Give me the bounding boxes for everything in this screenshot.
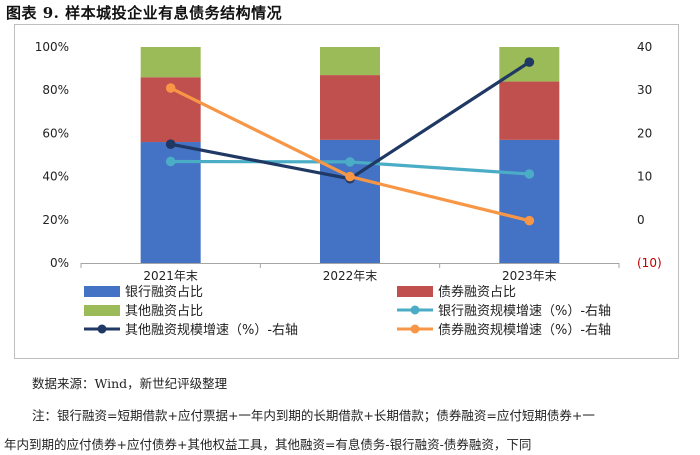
line-2-point-3 <box>524 57 535 67</box>
legend-label: 债券融资占比 <box>438 284 516 300</box>
right-axis-tick-label: 20 <box>637 126 652 140</box>
legend-label: 银行融资占比 <box>125 285 203 300</box>
legend-label: 其他融资占比 <box>125 304 203 319</box>
right-axis-tick-label: 40 <box>637 40 652 54</box>
note-line-2: 年内到期的应付债券+应付债券+其他权益工具，其他融资=有息债务-银行融资-债券融… <box>4 437 532 452</box>
x-tick-label: 2021年末 <box>143 269 198 283</box>
note-line-1: 注：银行融资=短期借款+应付票据+一年内到期的长期借款+长期借款；债券融资=应付… <box>32 408 595 423</box>
left-axis-tick-label: 80% <box>42 83 69 97</box>
right-axis-tick-label: 10 <box>637 170 652 184</box>
x-tick-label: 2023年末 <box>502 269 557 283</box>
legend-swatch <box>84 305 120 316</box>
bar-3-1 <box>140 47 201 78</box>
legend-label: 其他融资规模增速（%）-右轴 <box>125 323 298 338</box>
legend-swatch <box>84 286 120 297</box>
bar-1-3 <box>499 139 560 263</box>
line-3-point-3 <box>524 215 535 226</box>
line-1-point-3 <box>524 169 535 179</box>
legend-marker <box>410 324 420 334</box>
combo-chart: 0% 20% 40% 60% 80% 100% (10) 0 10 20 30 40 2021年末 202… <box>14 24 679 359</box>
legend-swatch <box>397 286 433 297</box>
legend-marker <box>97 324 107 334</box>
x-tick-label: 2022年末 <box>323 269 378 283</box>
left-axis-tick-label: 0% <box>50 256 69 270</box>
chart-container: 0% 20% 40% 60% 80% 100% (10) 0 10 20 30 40 2021年末 202… <box>14 24 679 359</box>
legend-label: 银行融资规模增速（%）-右轴 <box>438 304 611 319</box>
right-axis-tick-label: 30 <box>637 83 652 97</box>
figure-title: 图表 9. 样本城投企业有息债务结构情况 <box>6 4 283 22</box>
line-3-point-2 <box>345 171 355 182</box>
left-axis-tick-label: 100% <box>35 40 69 54</box>
left-axis-tick-label: 40% <box>42 170 69 184</box>
right-axis-tick-label: 0 <box>637 213 645 227</box>
line-2-point-1 <box>165 139 176 149</box>
bar-3-2 <box>320 47 380 76</box>
bar-2-2 <box>320 75 380 140</box>
line-1-point-1 <box>165 156 176 167</box>
bar-2-3 <box>499 81 560 140</box>
line-1-point-2 <box>345 157 355 167</box>
left-axis-tick-label: 60% <box>42 126 69 140</box>
line-3-point-1 <box>165 83 176 93</box>
right-axis-tick-label: (10) <box>637 256 662 270</box>
data-source: 数据来源：Wind，新世纪评级整理 <box>32 376 228 391</box>
legend-label: 债券融资规模增速（%）-右轴 <box>438 322 611 338</box>
legend-marker <box>410 305 420 315</box>
left-axis-tick-label: 20% <box>42 213 69 227</box>
